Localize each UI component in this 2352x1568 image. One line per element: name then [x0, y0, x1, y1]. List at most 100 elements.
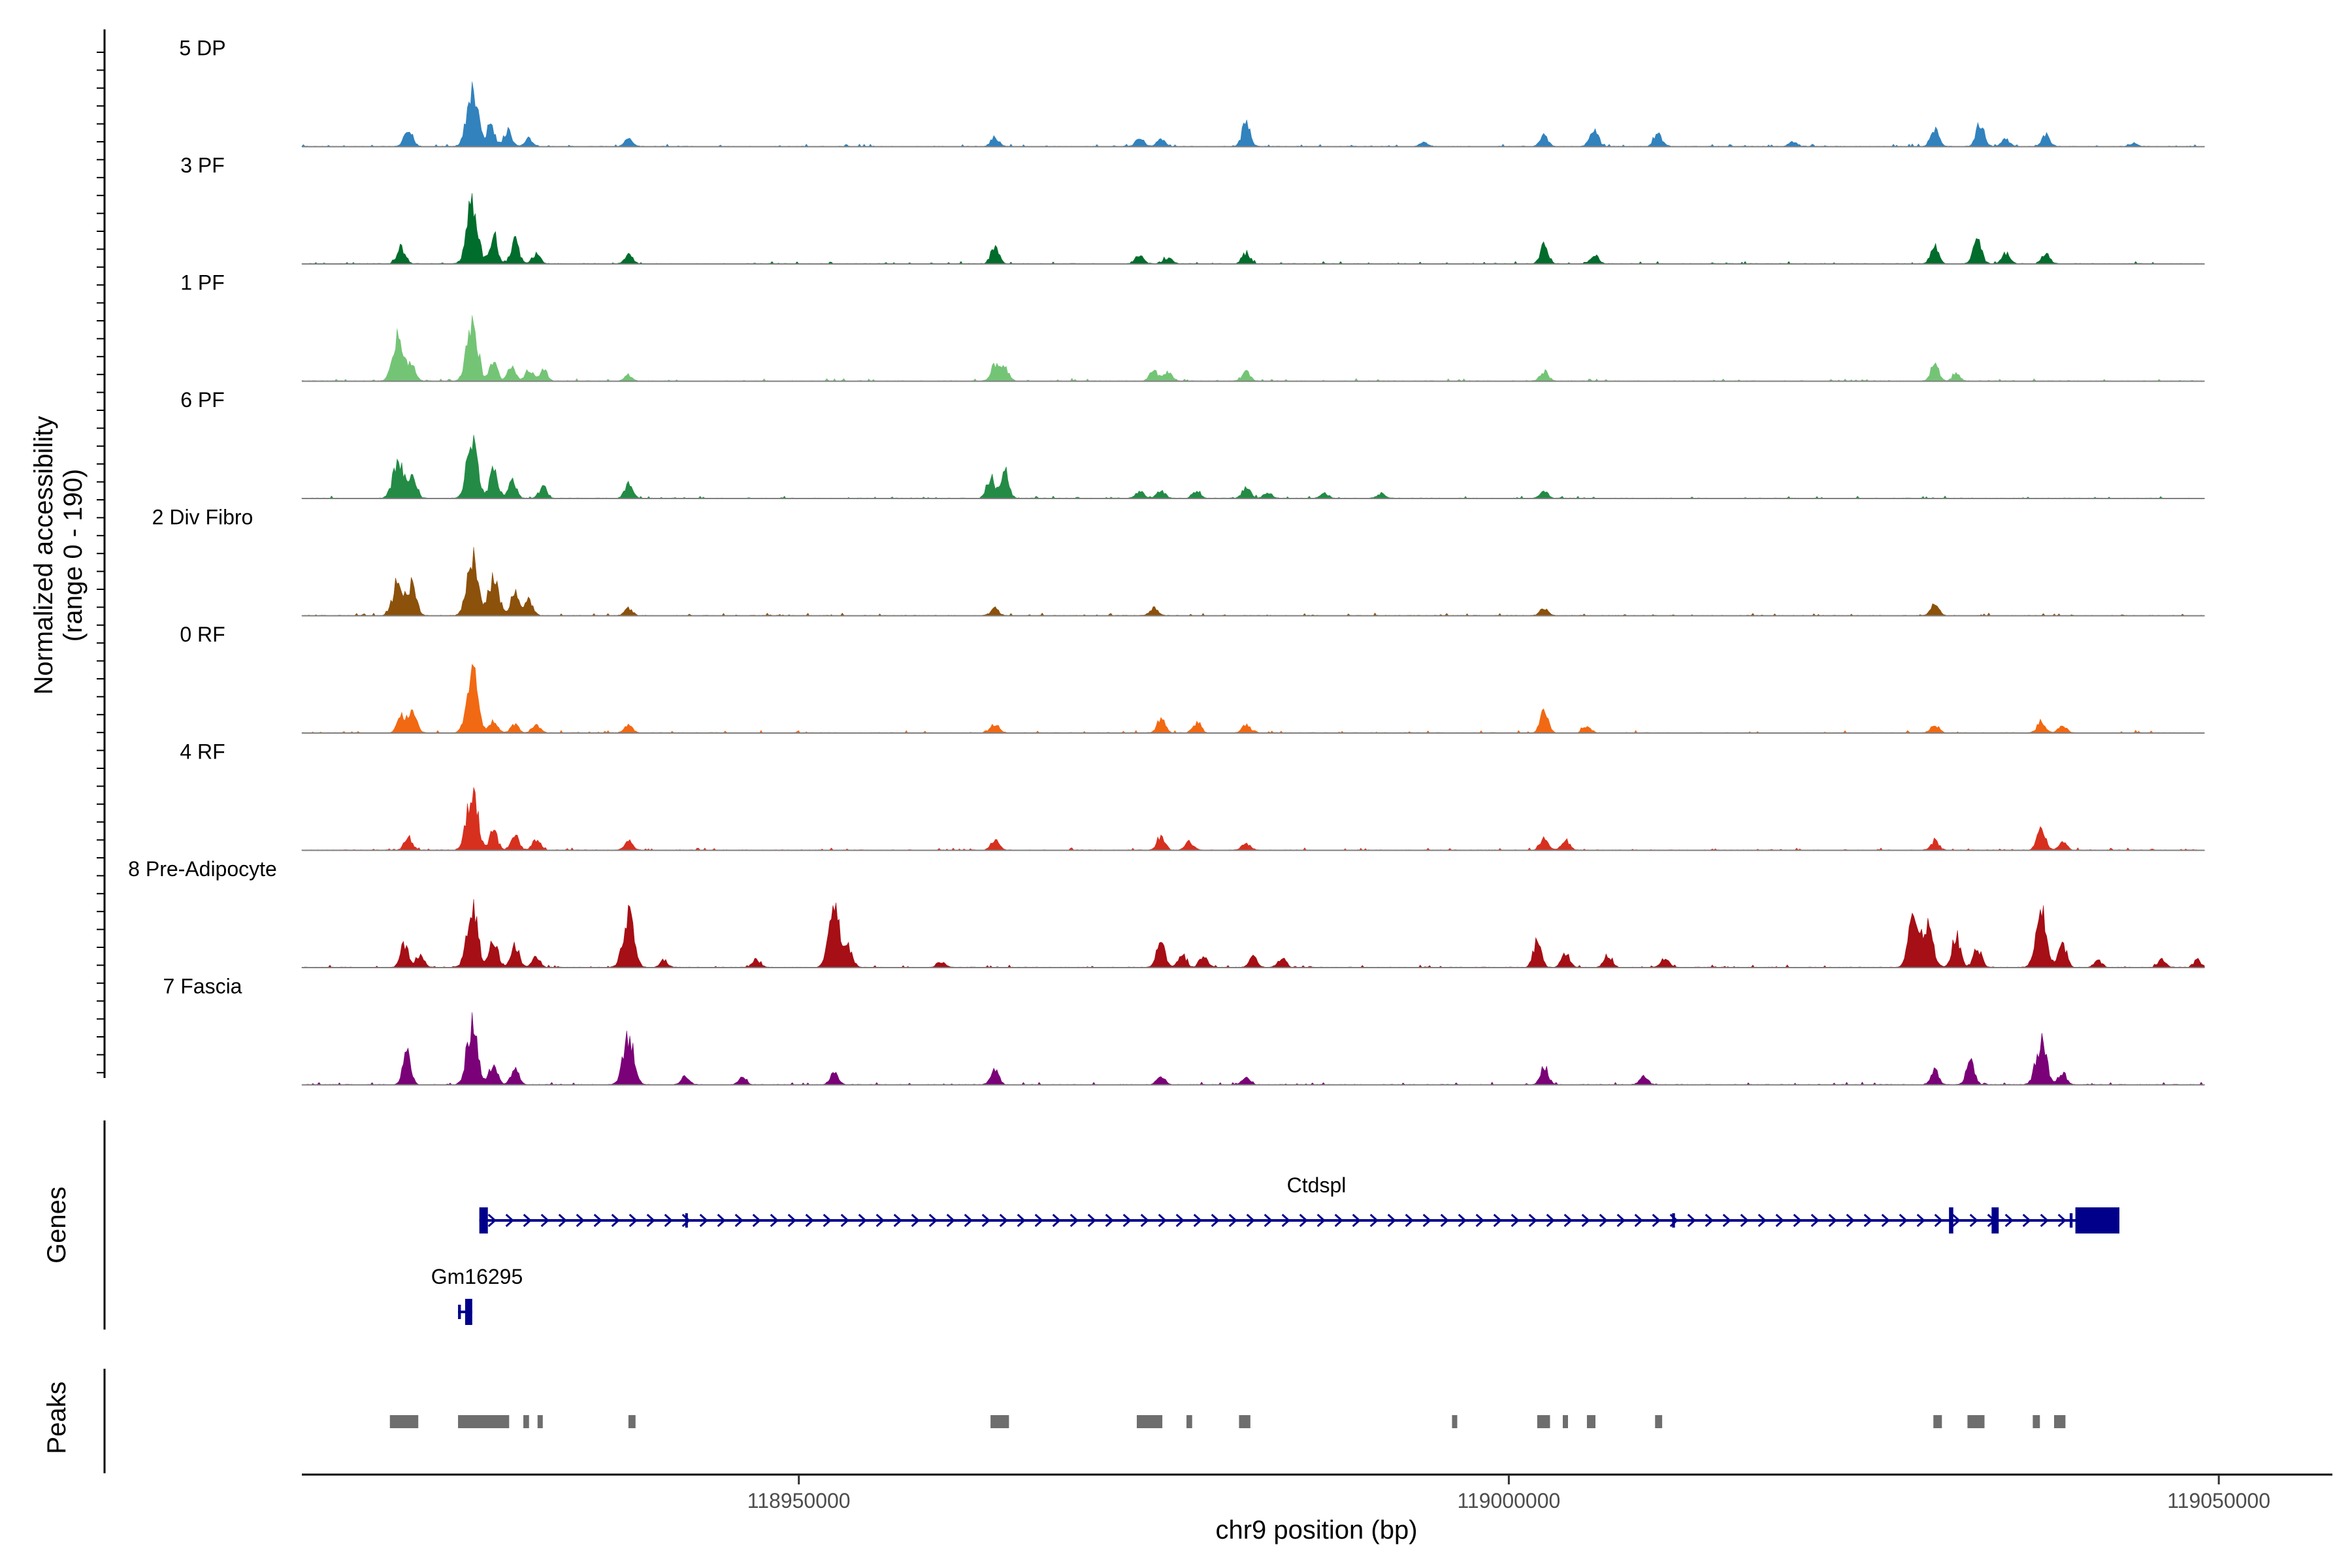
y-axis-title-line2: (range 0 - 190): [59, 469, 88, 642]
gene-exon: [1991, 1207, 1999, 1233]
strand-arrow: [1264, 1213, 1273, 1228]
track-label: 0 RF: [180, 623, 225, 646]
strand-arrow: [1493, 1213, 1502, 1228]
gene-exon: [685, 1213, 688, 1228]
track-label: 6 PF: [180, 388, 225, 412]
track-label: 4 RF: [180, 740, 225, 764]
gene-exon: [1672, 1213, 1675, 1228]
coverage-y-ticks: [97, 52, 105, 1073]
strand-arrow: [1899, 1213, 1908, 1228]
gene-exon: [465, 1299, 472, 1325]
coverage-area: [301, 547, 2206, 616]
strand-arrow: [1881, 1213, 1890, 1228]
strand-arrow: [2004, 1213, 2014, 1228]
strand-arrow: [1916, 1213, 1925, 1228]
strand-arrow: [1828, 1213, 1837, 1228]
strand-arrow: [1369, 1213, 1379, 1228]
gene-exon: [2069, 1213, 2073, 1228]
strand-arrow: [1087, 1213, 1096, 1228]
strand-arrow: [1757, 1213, 1767, 1228]
track-label: 2 Div Fibro: [152, 506, 253, 529]
strand-arrow: [1193, 1213, 1202, 1228]
strand-arrow: [1581, 1213, 1590, 1228]
peak-region: [1186, 1415, 1192, 1428]
gene-gm16295: Gm16295: [431, 1265, 523, 1325]
peaks-track: [389, 1415, 2066, 1428]
strand-arrow: [1387, 1213, 1396, 1228]
strand-arrow: [999, 1213, 1008, 1228]
strand-arrow: [1228, 1213, 1237, 1228]
track-0-rf: 0 RF: [180, 623, 2205, 734]
coverage-area: [301, 81, 2205, 147]
peak-region: [1586, 1415, 1595, 1428]
strand-arrow: [911, 1213, 920, 1228]
strand-arrow: [717, 1213, 726, 1228]
strand-arrow: [1546, 1213, 1555, 1228]
coverage-area: [301, 787, 2205, 851]
strand-arrow: [981, 1213, 990, 1228]
strand-arrow: [734, 1213, 743, 1228]
strand-arrow: [1599, 1213, 1608, 1228]
track-4-rf: 4 RF: [180, 740, 2205, 851]
strand-arrow: [964, 1213, 973, 1228]
strand-arrow: [1017, 1213, 1026, 1228]
strand-arrow: [1352, 1213, 1361, 1228]
strand-arrow: [681, 1213, 691, 1228]
track-label: 3 PF: [180, 154, 225, 177]
x-axis-ticks: 118950000 119000000 119050000: [747, 1475, 2270, 1512]
strand-arrow: [805, 1213, 814, 1228]
strand-arrow: [1052, 1213, 1061, 1228]
track-5-dp: 5 DP: [179, 37, 2205, 148]
strand-arrow: [1687, 1213, 1696, 1228]
strand-arrow: [1952, 1213, 1961, 1228]
strand-arrow: [1740, 1213, 1749, 1228]
peak-region: [1136, 1415, 1163, 1428]
strand-arrow: [1316, 1213, 1326, 1228]
x-tick-label: 119050000: [2167, 1489, 2270, 1512]
gene-label: Ctdspl: [1287, 1173, 1347, 1197]
strand-arrow: [875, 1213, 885, 1228]
strand-arrow: [2040, 1213, 2049, 1228]
strand-arrow: [1652, 1213, 1661, 1228]
strand-arrow: [540, 1213, 549, 1228]
track-7-fascia: 7 Fascia: [163, 975, 2206, 1086]
strand-arrow: [1793, 1213, 1802, 1228]
coverage-area: [301, 664, 2205, 734]
strand-arrow: [1810, 1213, 1820, 1228]
track-3-pf: 3 PF: [180, 154, 2205, 265]
x-axis-title: chr9 position (bp): [1215, 1516, 1417, 1544]
track-label: 8 Pre-Adipocyte: [128, 857, 277, 881]
peak-region: [990, 1415, 1009, 1428]
track-label: 7 Fascia: [163, 975, 242, 998]
peak-region: [628, 1415, 636, 1428]
peak-region: [1537, 1415, 1550, 1428]
strand-arrow: [1105, 1213, 1114, 1228]
strand-arrow: [823, 1213, 832, 1228]
strand-arrow: [1140, 1213, 1149, 1228]
strand-arrow: [752, 1213, 761, 1228]
strand-arrow: [1211, 1213, 1220, 1228]
strand-arrow: [787, 1213, 796, 1228]
strand-arrow: [487, 1213, 497, 1228]
track-8-pre-adipocyte: 8 Pre-Adipocyte: [128, 857, 2205, 968]
gene-exon: [479, 1207, 488, 1233]
strand-arrow: [2057, 1213, 2066, 1228]
peak-region: [523, 1415, 529, 1428]
peak-region: [2054, 1415, 2066, 1428]
strand-arrow: [1528, 1213, 1537, 1228]
strand-arrow: [946, 1213, 955, 1228]
strand-arrow: [840, 1213, 849, 1228]
strand-arrow: [1563, 1213, 1573, 1228]
track-6-pf: 6 PF: [180, 388, 2206, 499]
genes-panel-title: Genes: [42, 1186, 71, 1264]
peak-region: [1563, 1415, 1569, 1428]
gene-exon: [458, 1305, 461, 1319]
peak-region: [389, 1415, 419, 1428]
gene-exon: [2075, 1207, 2119, 1233]
peak-region: [1933, 1415, 1942, 1428]
strand-arrow: [1440, 1213, 1449, 1228]
gene-ctdspl: Ctdspl: [479, 1173, 2119, 1233]
strand-arrow: [1158, 1213, 1167, 1228]
strand-arrow: [858, 1213, 867, 1228]
